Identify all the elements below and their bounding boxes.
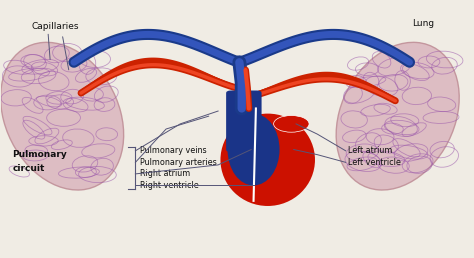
Text: Left atrium: Left atrium [348, 146, 392, 155]
Text: Pulmonary: Pulmonary [12, 150, 67, 159]
Text: Lung: Lung [413, 19, 435, 28]
Text: Right atrium: Right atrium [140, 170, 191, 178]
Ellipse shape [228, 114, 280, 186]
FancyBboxPatch shape [226, 91, 262, 152]
Text: Pulmonary arteries: Pulmonary arteries [140, 158, 217, 167]
Text: circuit: circuit [12, 164, 45, 173]
Text: Capillaries: Capillaries [31, 22, 79, 31]
Text: Pulmonary veins: Pulmonary veins [140, 146, 207, 155]
Ellipse shape [336, 42, 459, 190]
Ellipse shape [220, 114, 315, 206]
Ellipse shape [273, 116, 309, 132]
Text: Right ventricle: Right ventricle [140, 181, 199, 190]
Ellipse shape [0, 42, 124, 190]
Text: Left ventricle: Left ventricle [348, 158, 401, 167]
